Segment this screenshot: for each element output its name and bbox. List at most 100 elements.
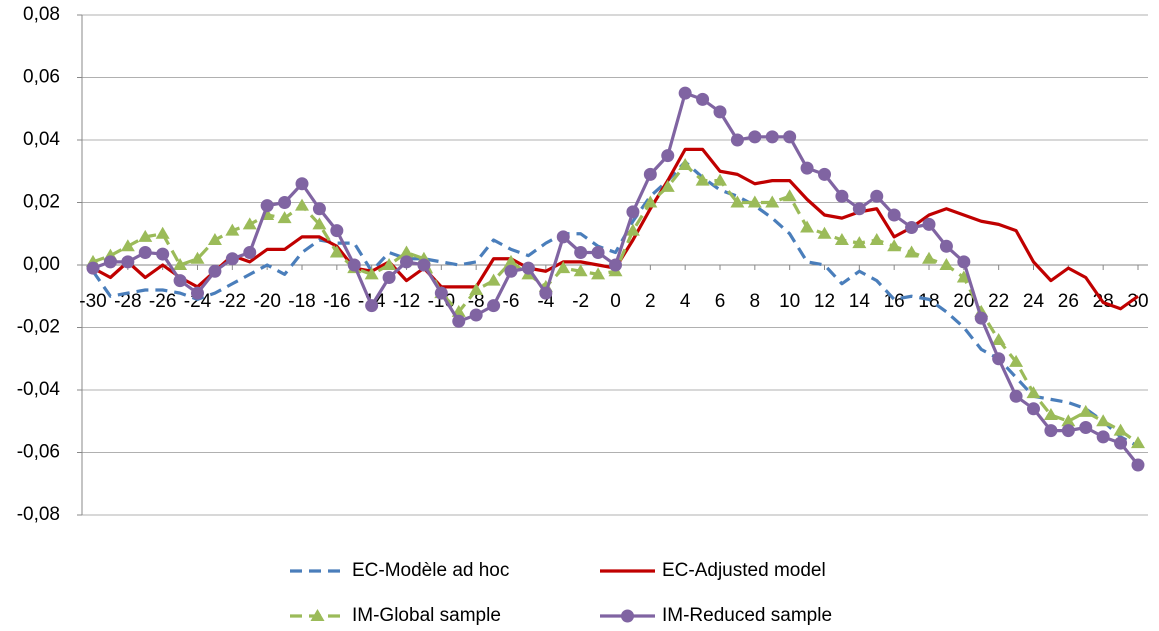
point [1044, 424, 1058, 438]
point [974, 311, 988, 325]
point [643, 167, 657, 181]
point [243, 246, 257, 259]
point [1114, 436, 1128, 450]
point [661, 149, 675, 163]
point [225, 252, 239, 266]
x-tick-label: -22 [219, 291, 246, 312]
point [330, 224, 344, 238]
point [922, 217, 936, 231]
y-tick-label: -0,02 [17, 317, 60, 338]
point [190, 251, 205, 264]
y-tick-label: 0,02 [23, 192, 60, 213]
point [817, 226, 832, 239]
x-tick-label: 24 [1023, 291, 1045, 312]
point [155, 226, 170, 239]
point [782, 189, 797, 202]
point [625, 223, 640, 236]
point [939, 258, 954, 270]
point [382, 271, 396, 284]
x-tick-label: 22 [988, 291, 1009, 312]
point [1096, 430, 1110, 444]
point [487, 299, 501, 313]
point [870, 189, 884, 203]
point [1061, 424, 1075, 438]
point [173, 274, 187, 288]
point [713, 105, 727, 119]
point [1131, 458, 1145, 472]
x-tick-label: -6 [503, 291, 520, 312]
point [573, 264, 588, 277]
legend-label: EC-Adjusted model [662, 560, 826, 581]
x-tick-label: -2 [572, 291, 589, 312]
point [1061, 414, 1076, 427]
y-tick-label: -0,04 [17, 379, 61, 400]
point [504, 264, 518, 278]
point [382, 258, 397, 270]
y-tick-label: 0,04 [23, 129, 60, 150]
x-tick-label: -12 [393, 291, 420, 312]
x-tick-label: -26 [149, 291, 176, 312]
point [173, 258, 188, 270]
point [103, 255, 117, 269]
point [887, 208, 901, 222]
x-tick-label: -16 [323, 291, 350, 312]
x-tick-label: 30 [1127, 291, 1148, 312]
point [887, 239, 902, 252]
point [1009, 389, 1023, 403]
y-tick-label: 0,00 [23, 254, 60, 275]
point [504, 254, 518, 267]
series [86, 86, 1145, 472]
point [626, 205, 640, 219]
x-tick-label: -20 [253, 291, 280, 312]
point [660, 179, 675, 192]
point [295, 198, 309, 211]
point [956, 270, 971, 283]
x-tick-label: -24 [184, 291, 212, 312]
point [86, 261, 100, 275]
point [957, 255, 971, 269]
point [278, 196, 292, 209]
point [1113, 423, 1128, 436]
x-tick-label: 16 [884, 291, 905, 312]
point [260, 199, 274, 213]
line [92, 91, 1140, 466]
point [225, 223, 240, 236]
line [91, 160, 1139, 448]
point [1009, 354, 1024, 367]
x-tick-label: 12 [814, 291, 835, 312]
point [1079, 421, 1093, 434]
point [242, 217, 257, 230]
point [277, 211, 292, 224]
point [469, 308, 483, 322]
point [609, 258, 622, 272]
point [347, 258, 361, 272]
point [730, 195, 745, 208]
point [434, 286, 448, 300]
point [539, 286, 553, 300]
point [121, 255, 135, 269]
point [138, 229, 153, 242]
legend-label: EC-Modèle ad hoc [352, 560, 509, 581]
point [329, 245, 344, 258]
point [469, 283, 484, 295]
point [643, 195, 658, 208]
y-tick-label: 0,06 [23, 67, 60, 88]
point [730, 133, 744, 147]
point [452, 314, 466, 328]
point [486, 273, 501, 286]
point [208, 264, 222, 278]
point [800, 161, 814, 175]
point [207, 233, 222, 245]
series [91, 160, 1139, 448]
point [120, 239, 135, 252]
point [556, 261, 571, 274]
point [939, 239, 953, 253]
point [295, 177, 309, 191]
point [556, 230, 570, 244]
x-tick-label: 6 [715, 291, 726, 312]
point [765, 130, 779, 144]
point [417, 258, 431, 272]
point [834, 233, 849, 245]
point [521, 261, 535, 275]
x-tick-label: 8 [750, 291, 761, 312]
